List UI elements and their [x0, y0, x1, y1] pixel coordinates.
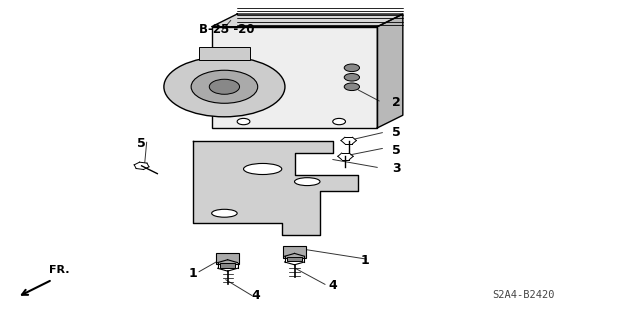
Text: 5: 5 [137, 137, 146, 150]
Text: 2: 2 [392, 96, 401, 109]
Text: 4: 4 [328, 279, 337, 293]
Circle shape [191, 70, 258, 103]
Polygon shape [378, 14, 403, 128]
Polygon shape [212, 14, 403, 27]
Circle shape [333, 118, 346, 125]
Bar [220, 263, 236, 268]
Text: B-25 -20: B-25 -20 [199, 23, 255, 36]
Text: S2A4-B2420: S2A4-B2420 [493, 291, 555, 300]
Ellipse shape [212, 209, 237, 217]
Circle shape [237, 118, 250, 125]
Circle shape [209, 79, 239, 94]
Circle shape [164, 57, 285, 117]
Text: FR.: FR. [49, 265, 70, 275]
Text: 5: 5 [392, 126, 401, 139]
Bar [283, 247, 306, 257]
Text: 1: 1 [188, 267, 197, 280]
Text: 1: 1 [360, 254, 369, 267]
Bar [287, 257, 302, 261]
Bar [199, 47, 250, 60]
Text: 5: 5 [392, 144, 401, 157]
Circle shape [344, 83, 360, 91]
Bar [216, 253, 239, 264]
Bar [212, 27, 378, 128]
Text: 3: 3 [392, 162, 401, 175]
Text: 4: 4 [252, 289, 260, 302]
Polygon shape [193, 141, 358, 235]
Circle shape [344, 64, 360, 71]
Ellipse shape [294, 178, 320, 186]
Ellipse shape [244, 163, 282, 174]
Circle shape [344, 73, 360, 81]
